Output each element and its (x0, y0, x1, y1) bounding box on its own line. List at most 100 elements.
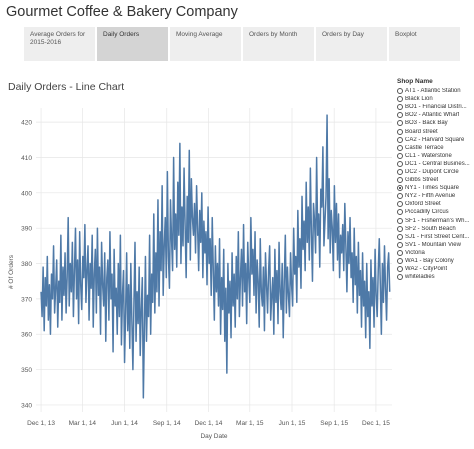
legend-item-label: WA1 - Bay Colony (405, 258, 454, 265)
x-tick-label: Jun 1, 15 (279, 420, 306, 427)
tab-average-orders[interactable]: Average Orders for 2015-2016 (24, 27, 95, 61)
legend-item[interactable]: whiteladies (397, 273, 472, 281)
legend-item[interactable]: WA2 - CityPoint (397, 265, 472, 273)
legend-item[interactable]: DC1 - Central Busines... (397, 160, 472, 168)
y-tick-label: 380 (21, 261, 32, 268)
legend-item-label: WA2 - CityPoint (405, 266, 448, 273)
legend-item[interactable]: BO2 - Atlantic Wharf (397, 111, 472, 119)
legend-item[interactable]: Board street (397, 127, 472, 135)
legend-item[interactable]: WA1 - Bay Colony (397, 257, 472, 265)
y-tick-label: 400 (21, 190, 32, 197)
legend-item-label: Board street (405, 128, 438, 135)
legend-item[interactable]: Victoria (397, 249, 472, 257)
dashboard-tabs: Average Orders for 2015-2016 Daily Order… (24, 27, 462, 61)
radio-button-icon[interactable] (397, 274, 403, 281)
x-axis-ticks: Dec 1, 13 Mar 1, 14 Jun 1, 14 Sep 1, 14 Dec … (27, 420, 390, 427)
chart-gridlines (36, 108, 392, 412)
x-tick-label: Mar 1, 15 (236, 420, 264, 427)
legend-item-label: SF1 - Fisherman's Wh... (405, 217, 470, 224)
legend-item-label: CA2 - Harvard Square (405, 136, 465, 143)
app-title: Gourmet Coffee & Bakery Company (6, 4, 238, 20)
legend-item[interactable]: CA2 - Harvard Square (397, 136, 472, 144)
y-tick-label: 410 (21, 155, 32, 162)
legend-item-label: Victoria (405, 249, 425, 256)
radio-button-icon[interactable] (397, 96, 403, 103)
x-tick-label: Dec 1, 13 (27, 420, 55, 427)
legend-item[interactable]: Castle Terrace (397, 144, 472, 152)
x-tick-label: Sep 1, 14 (153, 420, 181, 427)
legend-item-label: BO3 - Back Bay (405, 120, 448, 127)
y-tick-label: 420 (21, 120, 32, 127)
tab-orders-by-day[interactable]: Orders by Day (316, 27, 387, 61)
legend-item[interactable]: BO3 - Back Bay (397, 119, 472, 127)
tab-orders-by-month[interactable]: Orders by Month (243, 27, 314, 61)
radio-button-icon[interactable] (397, 112, 403, 119)
legend-item-label: NY1 - Times Square (405, 185, 460, 192)
legend-item-label: DC2 - Dupont Circle (405, 168, 459, 175)
radio-button-icon[interactable] (397, 258, 403, 265)
legend-item[interactable]: Oxford Street (397, 200, 472, 208)
legend-item[interactable]: NY2 - Fifth Avenue (397, 192, 472, 200)
legend-item[interactable]: BO1 - Financial Distri... (397, 103, 472, 111)
radio-button-icon[interactable] (397, 136, 403, 143)
radio-button-icon[interactable] (397, 160, 403, 167)
legend-item-label: SV1 - Mountain View (405, 241, 461, 248)
legend-item[interactable]: Black Lion (397, 95, 472, 103)
series-line-daily-orders (40, 114, 391, 399)
legend-item[interactable]: SV1 - Mountain View (397, 241, 472, 249)
y-tick-label: 390 (21, 226, 32, 233)
y-axis-ticks: 340 350 360 370 380 390 400 410 420 (21, 120, 32, 410)
legend-title: Shop Name (397, 78, 433, 85)
legend-item-label: Oxford Street (405, 201, 441, 208)
tab-boxplot[interactable]: Boxplot (389, 27, 460, 61)
radio-button-icon[interactable] (397, 120, 403, 127)
y-tick-label: 360 (21, 332, 32, 339)
x-tick-label: Dec 1, 14 (195, 420, 223, 427)
radio-button-icon[interactable] (397, 88, 403, 95)
radio-button-icon[interactable] (397, 266, 403, 273)
radio-button-icon[interactable] (397, 193, 403, 200)
legend-item[interactable]: AT1 - Atlantic Station (397, 87, 472, 95)
legend-item-label: SF2 - South Beach (405, 225, 456, 232)
radio-button-icon[interactable] (397, 177, 403, 184)
legend-item[interactable]: SJ1 - First Street Cent... (397, 233, 472, 241)
radio-button-icon[interactable] (397, 209, 403, 216)
legend-item[interactable]: Piccadilly Circus (397, 208, 472, 216)
chart-title: Daily Orders - Line Chart (8, 81, 125, 93)
radio-button-icon[interactable] (397, 128, 403, 135)
radio-button-icon[interactable] (397, 201, 403, 208)
radio-button-icon[interactable] (397, 233, 403, 240)
x-tick-label: Dec 1, 15 (362, 420, 390, 427)
legend-item[interactable]: NY1 - Times Square (397, 184, 472, 192)
y-tick-label: 370 (21, 296, 32, 303)
radio-button-icon[interactable] (397, 144, 403, 151)
legend-item-label: whiteladies (405, 274, 435, 281)
radio-button-icon[interactable] (397, 249, 403, 256)
radio-button-icon[interactable] (397, 241, 403, 248)
legend-item[interactable]: DC2 - Dupont Circle (397, 168, 472, 176)
shop-name-legend: Shop Name AT1 - Atlantic Station Black Li… (397, 78, 472, 281)
radio-button-icon[interactable] (397, 152, 403, 159)
radio-button-icon[interactable] (397, 185, 403, 192)
radio-button-icon[interactable] (397, 104, 403, 111)
legend-item[interactable]: CL1 - Waterstone (397, 152, 472, 160)
legend-item-label: Piccadilly Circus (405, 209, 449, 216)
radio-button-icon[interactable] (397, 217, 403, 224)
tab-daily-orders[interactable]: Daily Orders (97, 27, 168, 61)
radio-button-icon[interactable] (397, 225, 403, 232)
legend-item-label: Gibbs Street (405, 177, 439, 184)
legend-item-label: Black Lion (405, 96, 433, 103)
legend-item[interactable]: SF1 - Fisherman's Wh... (397, 217, 472, 225)
radio-button-icon[interactable] (397, 168, 403, 175)
legend-item-label: BO1 - Financial Distri... (405, 104, 467, 111)
y-axis-label: # Of Orders (8, 254, 15, 289)
legend-item-label: BO2 - Atlantic Wharf (405, 112, 460, 119)
legend-item-label: CL1 - Waterstone (405, 152, 452, 159)
legend-item-label: SJ1 - First Street Cent... (405, 233, 470, 240)
legend-item[interactable]: SF2 - South Beach (397, 225, 472, 233)
tab-moving-average[interactable]: Moving Average (170, 27, 241, 61)
legend-item[interactable]: Gibbs Street (397, 176, 472, 184)
y-tick-label: 350 (21, 367, 32, 374)
legend-item-label: DC1 - Central Busines... (405, 160, 470, 167)
x-tick-label: Jun 1, 14 (111, 420, 138, 427)
